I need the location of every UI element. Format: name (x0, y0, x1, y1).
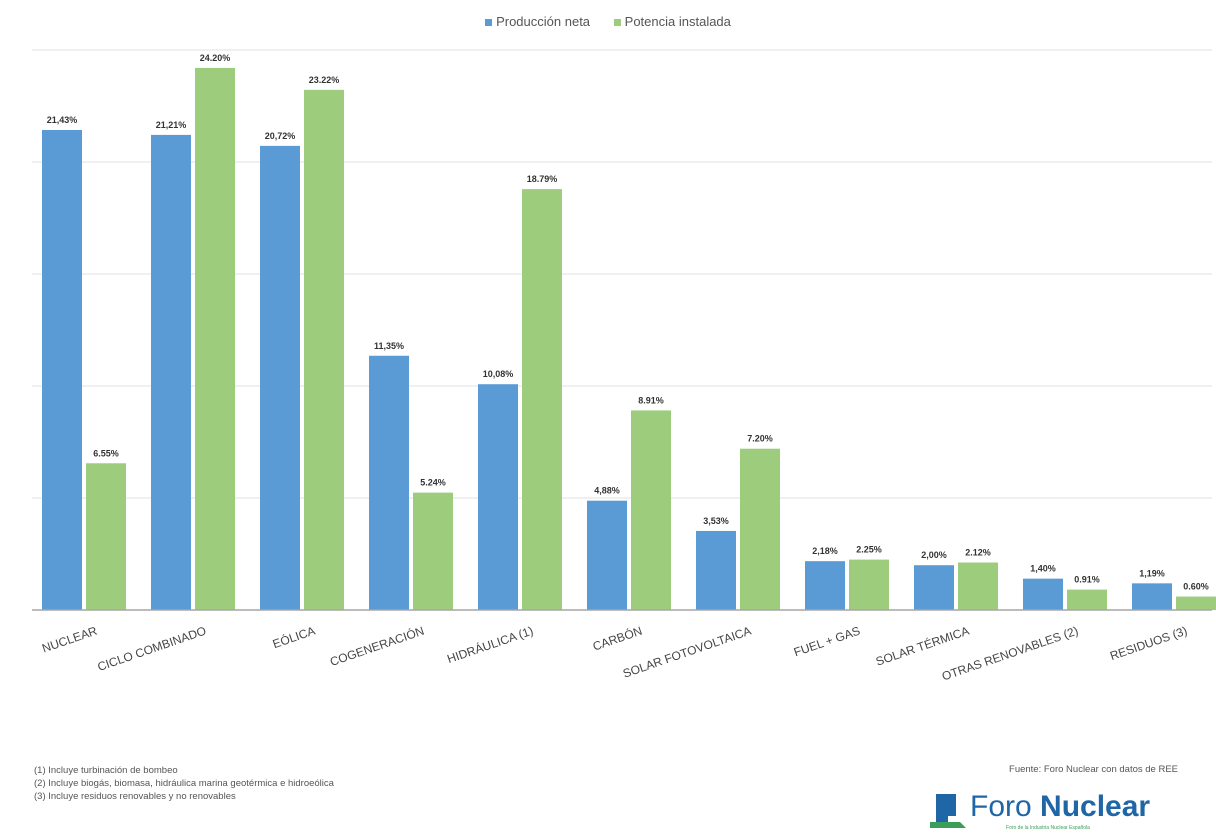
bar-potencia (849, 559, 889, 610)
bar-produccion (914, 565, 954, 610)
data-label-potencia: 0.60% (1183, 582, 1209, 592)
bar-produccion (260, 145, 300, 610)
bar-potencia (522, 189, 562, 610)
data-label-produccion: 21,21% (156, 120, 187, 130)
logo-name-bold: Nuclear (1040, 790, 1151, 823)
legend-label-potencia: Potencia instalada (624, 14, 731, 29)
x-tick-label: HIDRÁULICA (1) (445, 623, 535, 666)
bar-produccion (1132, 583, 1172, 610)
x-tick-label: EÓLICA (270, 623, 317, 652)
data-label-produccion: 10,08% (483, 369, 514, 379)
bar-potencia (413, 492, 453, 610)
logo-mark-icon (930, 794, 966, 828)
logo-wordmark: Foro Nuclear (970, 790, 1150, 824)
data-label-potencia: 8.91% (638, 395, 664, 405)
data-label-produccion: 4,88% (594, 486, 620, 496)
bar-produccion (1023, 578, 1063, 610)
data-label-potencia: 24.20% (200, 53, 231, 63)
data-label-produccion: 11,35% (374, 341, 404, 351)
foro-nuclear-logo: Foro Nuclear Foro de la Industria Nuclea… (928, 788, 1168, 832)
data-label-produccion: 20,72% (265, 131, 296, 141)
x-tick-label: CARBÓN (591, 623, 644, 654)
bar-produccion (696, 530, 736, 610)
data-label-potencia: 5.24% (420, 478, 446, 488)
data-label-produccion: 1,19% (1139, 568, 1165, 578)
source-note: Fuente: Foro Nuclear con datos de REE (1009, 764, 1178, 775)
bar-produccion (478, 384, 518, 610)
data-label-produccion: 3,53% (703, 516, 729, 526)
data-label-produccion: 2,00% (921, 550, 947, 560)
chart-legend: Producción neta Potencia instalada (0, 14, 1216, 29)
x-tick-label: NUCLEAR (40, 623, 99, 655)
logo-tagline: Foro de la Industria Nuclear Española (1006, 825, 1090, 831)
data-label-potencia: 2.25% (856, 545, 882, 555)
data-label-potencia: 23.22% (309, 75, 340, 85)
bar-potencia (1176, 596, 1216, 610)
bar-produccion (42, 129, 82, 610)
footnote-1: (1) Incluye turbinación de bombeo (34, 765, 178, 776)
x-tick-label: RESIDUOS (3) (1108, 624, 1189, 664)
bar-potencia (631, 410, 671, 610)
data-label-potencia: 18.79% (527, 174, 558, 184)
legend-label-produccion: Producción neta (496, 14, 591, 29)
legend-item-potencia: Potencia instalada (613, 14, 731, 29)
bar-produccion (805, 561, 845, 610)
x-tick-label: SOLAR TÉRMICA (874, 623, 971, 669)
footnote-2: (2) Incluye biogás, biomasa, hidráulica … (34, 778, 334, 789)
legend-swatch-potencia (613, 19, 621, 27)
data-label-produccion: 1,40% (1030, 564, 1056, 574)
data-label-potencia: 6.55% (93, 448, 119, 458)
x-tick-label: FUEL + GAS (792, 624, 862, 660)
x-tick-label: COGENERACIÓN (328, 623, 426, 669)
bar-potencia (86, 463, 126, 610)
data-label-potencia: 7.20% (747, 434, 773, 444)
footnotes: (1) Incluye turbinación de bombeo (2) In… (34, 764, 334, 803)
footnote-3: (3) Incluye residuos renovables y no ren… (34, 791, 236, 802)
legend-item-produccion: Producción neta (485, 14, 590, 29)
bar-produccion (587, 500, 627, 610)
bar-potencia (740, 448, 780, 610)
data-label-potencia: 2.12% (965, 548, 991, 558)
bar-produccion (369, 355, 409, 610)
x-tick-label: CICLO COMBINADO (96, 624, 208, 674)
data-label-produccion: 2,18% (812, 546, 838, 556)
data-label-produccion: 21,43% (47, 115, 78, 125)
logo-name-light: Foro (970, 790, 1032, 823)
legend-swatch-produccion (485, 19, 493, 27)
data-label-potencia: 0.91% (1074, 575, 1100, 585)
bar-potencia (1067, 589, 1107, 610)
bar-potencia (195, 67, 235, 611)
bar-produccion (151, 134, 191, 610)
bar-potencia (304, 89, 344, 610)
bar-potencia (958, 562, 998, 610)
